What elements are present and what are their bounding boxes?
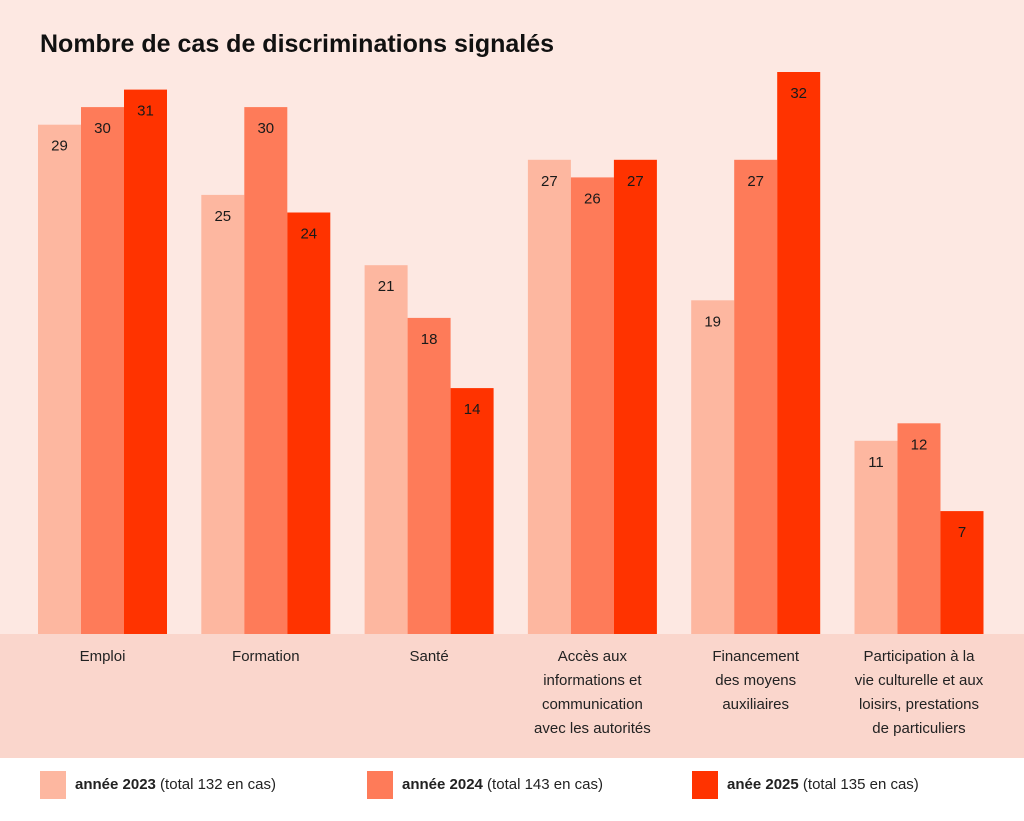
data-label: 30 [94,120,111,137]
bar [734,159,778,634]
category-label-line: Financement [712,648,800,665]
legend-label: anée 2025 (total 135 en cas) [727,776,919,793]
data-label: 7 [958,524,966,541]
legend-label: année 2023 (total 132 en cas) [75,776,276,793]
plot-background [0,0,1024,634]
data-label: 30 [257,120,274,137]
chart-title: Nombre de cas de discriminations signalé… [40,30,555,58]
category-label-line: Formation [232,648,300,665]
category-label: Financement des moyens auxiliaires [676,645,836,717]
legend-series-total: (total 135 en cas) [798,776,919,793]
legend-series-name: anée 2025 [727,776,799,793]
legend-series-total: (total 143 en cas) [482,776,603,793]
category-label-line: des moyens [715,672,797,689]
bar [777,72,821,634]
bar [244,107,288,634]
category-label: Participation à la vie culturelle et aux l… [839,645,999,741]
bar [364,265,408,634]
data-label: 27 [627,173,644,190]
bar [287,212,331,634]
bar [570,177,614,634]
bar [124,89,167,634]
data-label: 11 [868,454,884,471]
bar [38,124,81,634]
bar [897,423,941,634]
legend-series-name: année 2023 [75,776,156,793]
data-label: 18 [421,331,438,348]
bar [527,159,571,634]
data-label: 24 [300,226,317,243]
category-label-line: communication [541,696,643,713]
data-label: 26 [584,190,601,207]
legend-swatch [692,771,718,799]
bar [201,194,245,634]
bar [854,440,898,634]
category-label: Accès aux informations et communication ave… [512,645,672,741]
legend-series-total: (total 132 en cas) [155,776,276,793]
data-label: 29 [51,138,68,155]
category-label-line: Emploi [79,648,126,665]
category-label-line: vie culturelle et aux [854,672,984,689]
category-label-line: de particuliers [872,720,966,737]
category-label-line: Participation à la [863,648,975,665]
data-label: 25 [214,208,231,225]
bar [691,300,735,634]
data-label: 14 [464,401,481,418]
category-label: Emploi [23,645,183,669]
bar [81,107,124,634]
legend-swatch [40,771,66,799]
category-label-line: Santé [409,648,449,665]
bar [940,511,984,634]
bar [407,317,451,634]
legend-swatch [367,771,393,799]
category-label: Formation [186,645,346,669]
category-label-band [0,634,1024,758]
legend-label: année 2024 (total 143 en cas) [402,776,603,793]
bar [450,388,494,634]
category-label-line: Accès aux [557,648,627,665]
legend-series-name: année 2024 [402,776,483,793]
data-label: 31 [137,103,154,120]
category-label-line: auxiliaires [722,696,790,713]
category-label: Santé [349,645,509,669]
data-label: 27 [541,173,558,190]
data-label: 19 [704,313,721,330]
data-label: 27 [747,173,764,190]
data-label: 12 [911,436,928,453]
bar [613,159,657,634]
category-label-line: loisirs, prestations [858,696,980,713]
data-label: 21 [378,278,395,295]
category-label-line: informations et [543,672,642,689]
category-label-line: avec les autorités [534,720,651,737]
data-label: 32 [790,85,807,102]
bar-plot: 29 30 31 25 30 24 21 18 14 27 26 27 19 27 32 11 12 7 [38,72,984,634]
